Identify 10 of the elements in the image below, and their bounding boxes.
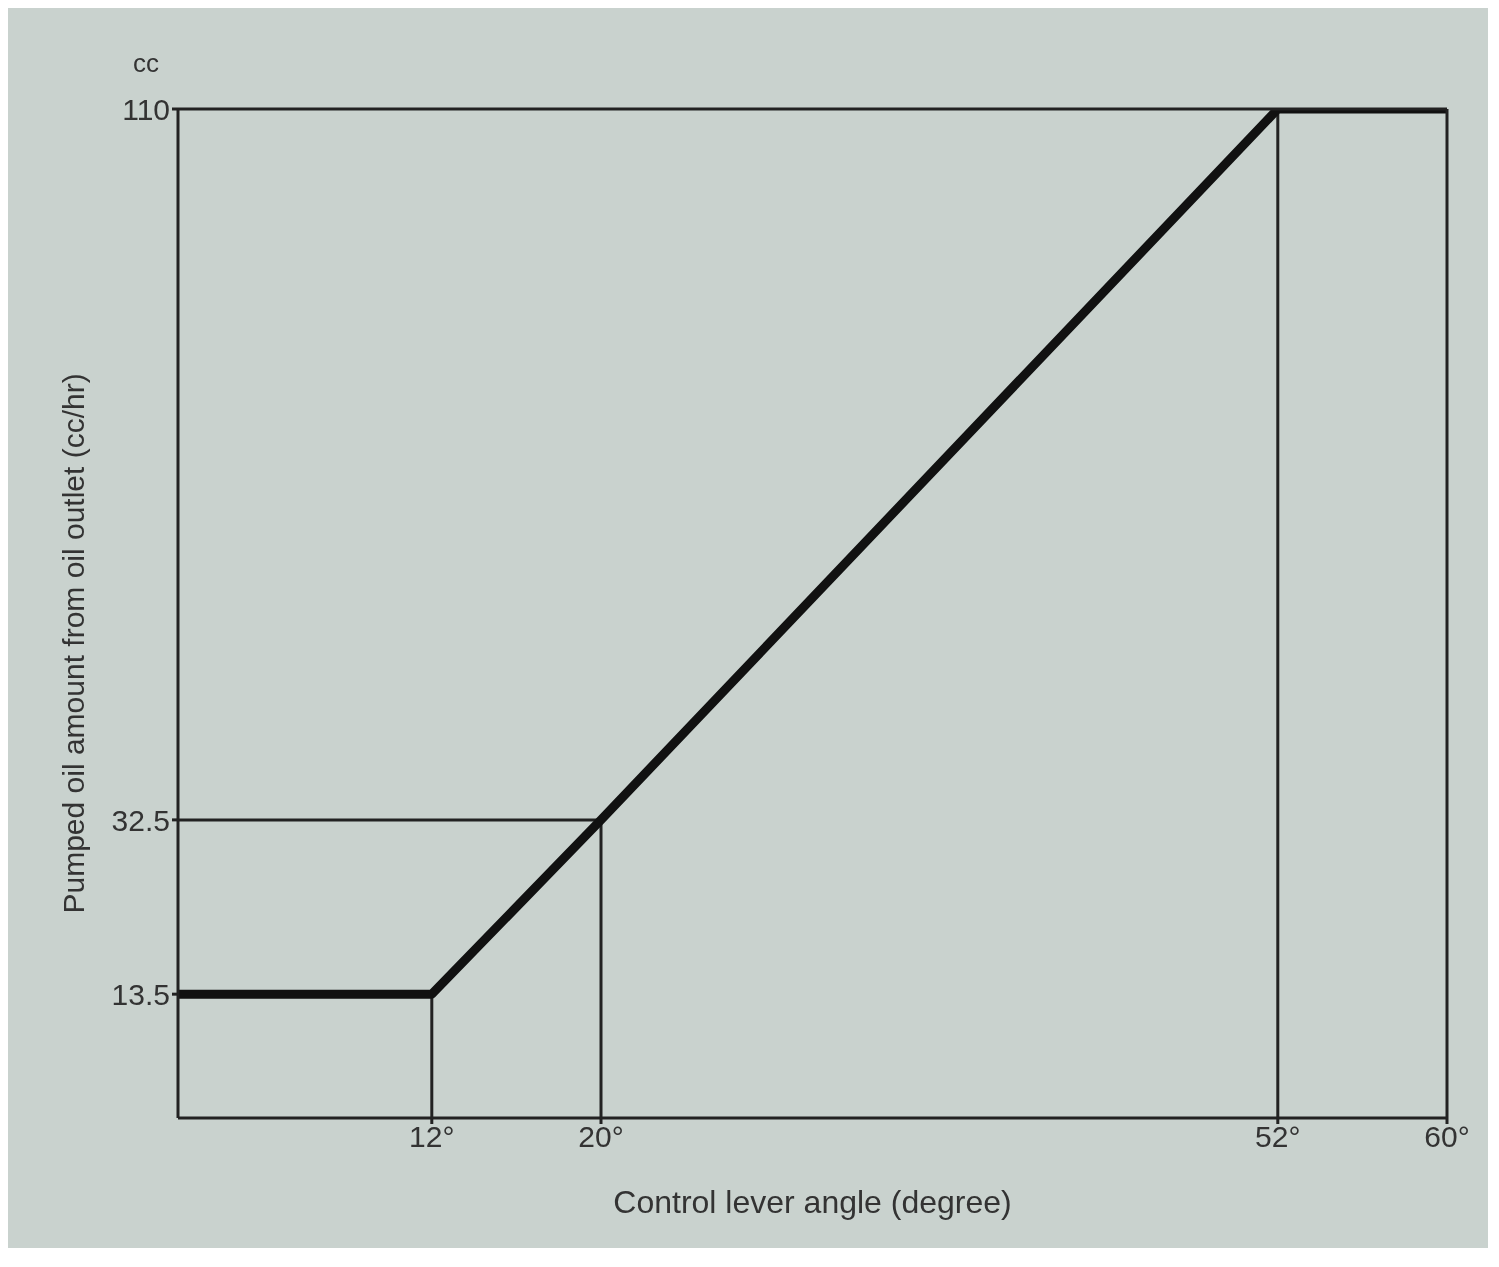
- y-tick-label: 110: [122, 92, 170, 126]
- x-axis-title: Control lever angle (degree): [613, 1184, 1012, 1220]
- text: cc: [133, 48, 159, 79]
- x-tick-label: 60°: [1424, 1120, 1470, 1154]
- x-tick-label: 52°: [1255, 1120, 1301, 1154]
- y-axis-title: Pumped oil amount from oil outlet (cc/hr): [56, 373, 90, 914]
- x-tick-label: 12°: [409, 1120, 455, 1154]
- y-tick-label: 32.5: [111, 803, 170, 837]
- y-tick-label: 13.5: [111, 977, 170, 1011]
- x-tick-label: 20°: [578, 1120, 624, 1154]
